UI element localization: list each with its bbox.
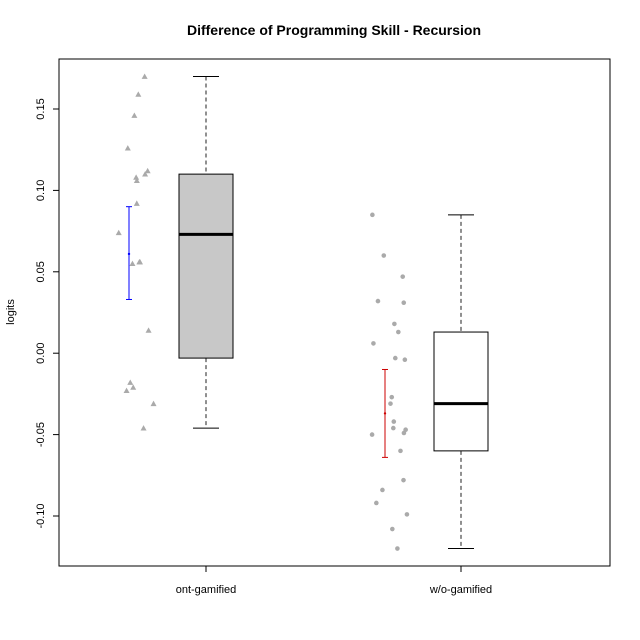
data-point-circle [398,448,403,454]
y-tick-label: 0.15 [35,98,47,119]
chart-title: Difference of Programming Skill - Recurs… [187,22,481,38]
data-point-circle [402,357,408,363]
y-tick-label: -0.10 [35,503,47,528]
data-point-triangle [144,167,151,174]
data-point-circle [395,546,400,551]
data-point-triangle [150,400,157,407]
data-point-circle [400,274,406,279]
y-tick-label: -0.05 [35,422,47,447]
data-point-triangle [141,73,148,79]
data-point-circle [392,321,397,327]
data-point-circle [388,401,393,406]
x-tick-label: w/o-gamified [429,584,492,596]
data-point-circle [396,329,401,335]
data-point-circle [392,355,398,361]
confidence-intervals [126,206,388,458]
data-point-circle [380,487,385,493]
plot-frame [58,58,611,567]
box-iqr [178,173,234,359]
box-iqr [433,331,489,452]
jitter-points [115,73,410,551]
data-point-triangle [124,145,131,151]
data-point-circle [374,500,379,506]
data-point-circle [401,477,406,483]
data-point-circle [401,430,407,436]
data-point-circle [390,526,395,532]
data-point-circle [371,341,376,346]
ci-mean [383,412,387,415]
data-point-circle [391,425,396,431]
y-tick-label: 0.10 [35,180,47,201]
y-axis: 0.15 0.10 0.05 0.00 -0.05 -0.10 [35,98,59,529]
data-point-circle [391,419,397,424]
data-point-triangle [123,387,130,394]
data-point-triangle [130,384,137,390]
data-point-triangle [140,425,147,431]
data-point-triangle [133,177,140,184]
data-point-triangle [137,259,144,265]
data-point-circle [369,432,375,437]
ci-mean [127,252,131,256]
y-tick-label: 0.05 [35,261,47,282]
data-point-triangle [129,260,136,267]
data-point-circle [389,394,395,400]
x-axis: ont-gamified w/o-gamified [176,566,492,596]
data-point-triangle [127,379,134,385]
boxplots [178,75,489,550]
data-point-circle [375,298,381,304]
data-point-triangle [133,174,140,180]
data-point-circle [404,512,410,517]
data-point-triangle [131,112,138,118]
data-point-circle [370,212,375,218]
data-point-circle [381,253,387,258]
x-tick-label: ont-gamified [176,584,237,596]
data-point-triangle [145,327,152,333]
data-point-triangle [135,91,142,97]
y-axis-label: logits [5,299,17,325]
data-point-triangle [115,229,122,236]
data-point-triangle [142,171,149,177]
data-point-triangle [133,200,140,206]
y-tick-label: 0.00 [35,342,47,363]
data-point-circle [401,300,407,306]
